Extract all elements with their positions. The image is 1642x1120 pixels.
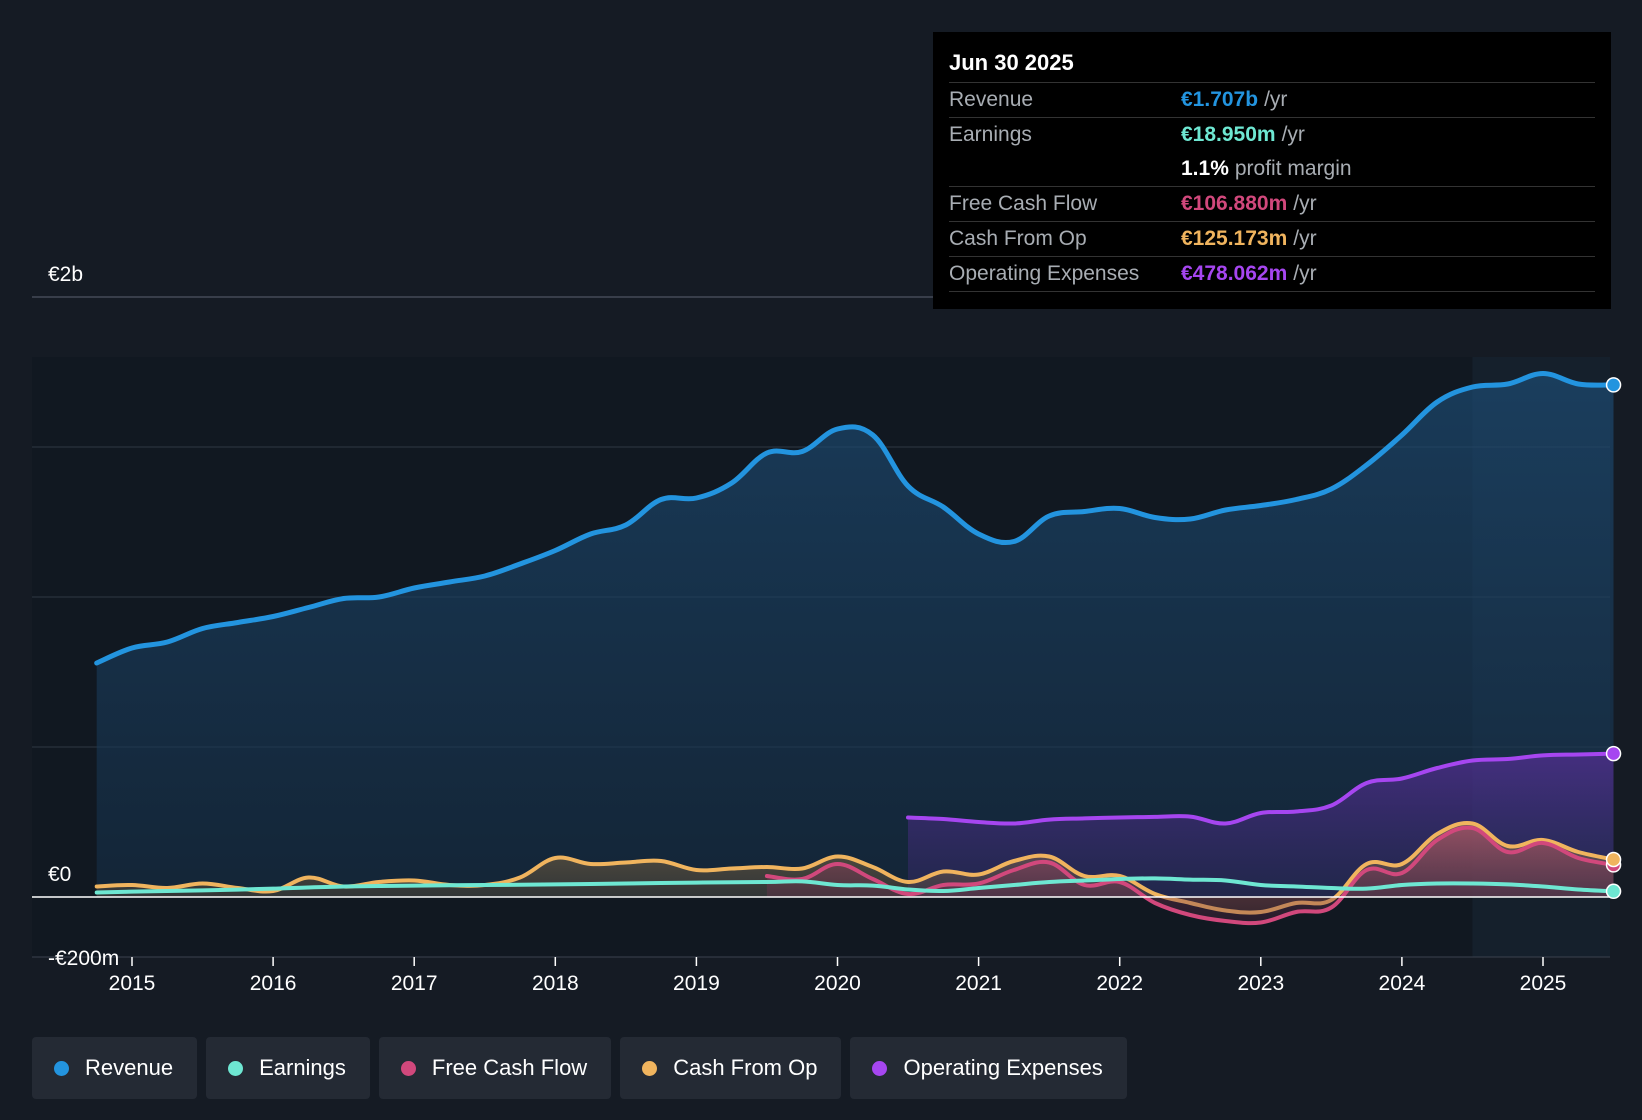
legend-label: Free Cash Flow — [431, 1055, 588, 1080]
tooltip: Jun 30 2025 Revenue €1.707b /yr Earnings… — [933, 32, 1611, 309]
x-tick-label: 2023 — [1237, 972, 1284, 995]
legend-item-earnings[interactable]: Earnings — [206, 1037, 370, 1099]
tooltip-unit: /yr — [1293, 262, 1317, 285]
tooltip-unit: /yr — [1293, 227, 1317, 250]
tooltip-value: €478.062m — [1181, 262, 1288, 285]
tooltip-unit: /yr — [1293, 192, 1317, 215]
tooltip-label: Free Cash Flow — [949, 192, 1098, 215]
x-tick-label: 2015 — [109, 972, 156, 995]
x-tick-label: 2025 — [1520, 972, 1567, 995]
y-tick-label: €2b — [48, 263, 83, 286]
y-tick-label: -€200m — [48, 947, 119, 970]
tooltip-row-operating-expenses: Operating Expenses €478.062m /yr — [949, 257, 1595, 292]
x-tick-label: 2017 — [391, 972, 438, 995]
operating-expenses-line — [906, 751, 1616, 826]
tooltip-label: Revenue — [949, 88, 1034, 111]
legend-item-revenue[interactable]: Revenue — [32, 1037, 198, 1099]
legend-item-cash-from-op[interactable]: Cash From Op — [620, 1037, 842, 1099]
earnings-line — [94, 876, 1616, 895]
tooltip-value: €18.950m — [1181, 123, 1276, 146]
tooltip-row-free-cash-flow: Free Cash Flow €106.880m /yr — [949, 187, 1595, 222]
legend-dot-icon — [228, 1060, 244, 1076]
legend-item-free-cash-flow[interactable]: Free Cash Flow — [378, 1037, 612, 1099]
cash-from-op-end-marker — [1605, 851, 1622, 868]
legend-dot-icon — [642, 1060, 658, 1076]
x-tick-label: 2020 — [814, 972, 861, 995]
tooltip-row-cash-from-op: Cash From Op €125.173m /yr — [949, 222, 1595, 257]
legend-label: Revenue — [85, 1055, 174, 1080]
x-tick-label: 2016 — [250, 972, 297, 995]
tooltip-label — [949, 152, 1181, 186]
legend-dot-icon — [400, 1060, 416, 1076]
tooltip-value: €125.173m — [1181, 227, 1288, 250]
free-cash-flow-area — [766, 827, 1614, 924]
legend-dot-icon — [54, 1060, 69, 1076]
x-tick-label: 2019 — [673, 972, 720, 995]
legend: Revenue Earnings Free Cash Flow Cash Fro… — [32, 1037, 1127, 1099]
tooltip-row-revenue: Revenue €1.707b /yr — [949, 83, 1595, 118]
tooltip-unit: profit margin — [1234, 157, 1352, 180]
tooltip-date: Jun 30 2025 — [949, 46, 1595, 83]
tooltip-value: 1.1% — [1181, 157, 1229, 180]
x-tick-label: 2021 — [955, 972, 1002, 995]
tooltip-unit: /yr — [1264, 88, 1288, 111]
tooltip-label: Cash From Op — [949, 227, 1087, 250]
x-tick-label: 2024 — [1379, 972, 1426, 995]
free-cash-flow-line — [764, 825, 1616, 926]
y-tick-label: €0 — [48, 863, 71, 886]
revenue-line — [94, 371, 1616, 666]
legend-dot-icon — [872, 1060, 888, 1076]
tooltip-label: Operating Expenses — [949, 262, 1140, 285]
tooltip-value: €1.707b — [1181, 88, 1259, 111]
legend-label: Earnings — [259, 1055, 346, 1080]
tooltip-value: €106.880m — [1181, 192, 1288, 215]
earnings-end-marker — [1605, 883, 1622, 900]
x-tick-label: 2018 — [532, 972, 579, 995]
x-tick-label: 2022 — [1096, 972, 1143, 995]
tooltip-unit: /yr — [1281, 123, 1305, 146]
legend-label: Cash From Op — [673, 1055, 818, 1080]
tooltip-label: Earnings — [949, 123, 1032, 146]
legend-label: Operating Expenses — [903, 1055, 1103, 1080]
operating-expenses-end-marker — [1605, 745, 1622, 762]
revenue-end-marker — [1605, 377, 1622, 393]
tooltip-row-earnings: Earnings €18.950m /yr — [949, 118, 1595, 152]
legend-item-operating-expenses[interactable]: Operating Expenses — [850, 1037, 1127, 1099]
tooltip-row-profit-margin: 1.1% profit margin — [949, 152, 1595, 187]
revenue-area — [96, 373, 1614, 897]
